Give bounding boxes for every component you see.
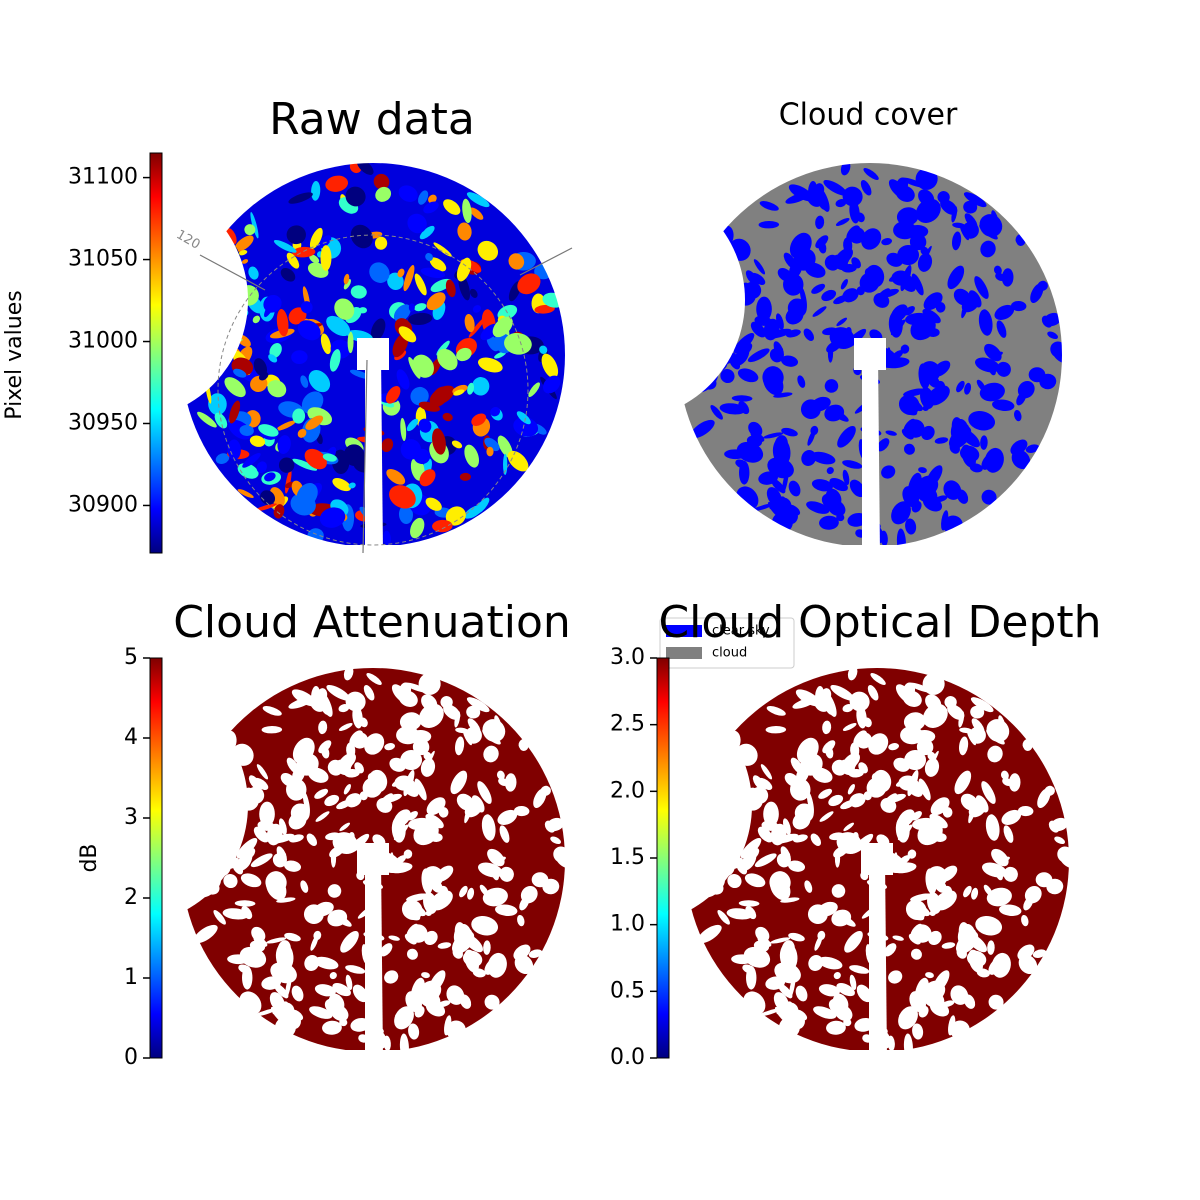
tick-label: 31050 — [68, 247, 138, 272]
azimuth-line — [519, 247, 573, 276]
colorbar — [656, 657, 670, 1059]
sky-image — [670, 155, 1070, 555]
colorbar — [149, 657, 163, 1059]
sky-image — [173, 155, 573, 555]
tick-label: 1.0 — [610, 912, 645, 937]
tick-label: 2.0 — [610, 778, 645, 803]
tick-label: 2 — [124, 885, 138, 910]
tick-label: 3 — [124, 805, 138, 830]
azimuth-line — [199, 254, 266, 291]
tick-label: 1.5 — [610, 845, 645, 870]
legend-label: clear sky — [712, 624, 770, 639]
panel-title: Cloud Optical Depth — [658, 597, 1101, 648]
sky-image — [677, 660, 1077, 1060]
colorbar-label: dB — [77, 843, 102, 872]
colorbar — [149, 152, 163, 554]
legend-swatch — [666, 625, 702, 637]
tick-label: 31000 — [68, 329, 138, 354]
colorbar-label: Pixel values — [2, 290, 27, 419]
legend-label: cloud — [712, 646, 747, 661]
tick-label: 31100 — [68, 165, 138, 190]
panel-title: Cloud Attenuation — [173, 597, 571, 648]
tick-label: 3.0 — [610, 645, 645, 670]
panel-title: Raw data — [269, 94, 475, 145]
tick-label: 0.0 — [610, 1045, 645, 1070]
tick-label: 30950 — [68, 410, 138, 435]
tick-label: 1 — [124, 965, 138, 990]
tick-label: 0.5 — [610, 978, 645, 1003]
tick-label: 4 — [124, 725, 138, 750]
azimuth-line — [362, 359, 368, 554]
azimuth-circle — [217, 234, 529, 546]
panel-title: Cloud cover — [779, 98, 958, 133]
tick-label: 0 — [124, 1045, 138, 1070]
tick-label: 2.5 — [610, 712, 645, 737]
tick-label: 5 — [124, 645, 138, 670]
tick-label: 30900 — [68, 492, 138, 517]
legend-swatch — [666, 647, 702, 659]
sky-image — [173, 660, 573, 1060]
